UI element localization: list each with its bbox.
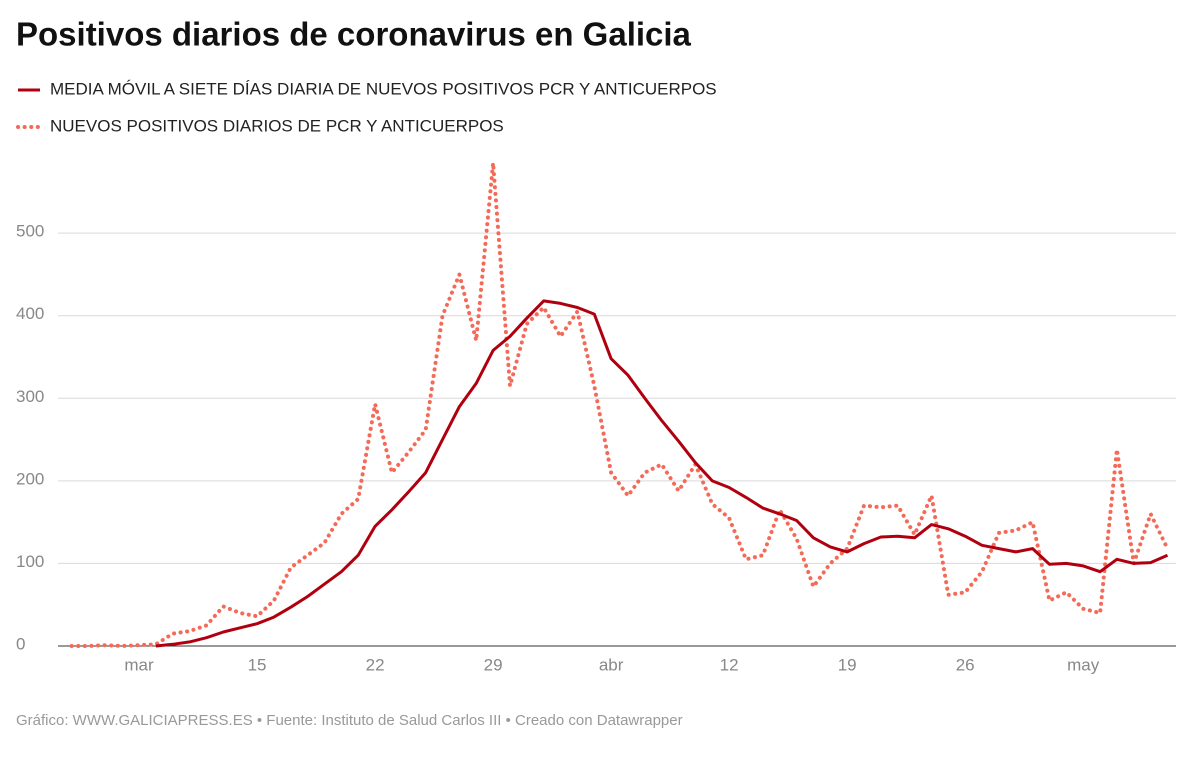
chart-title: Positivos diarios de coronavirus en Gali… [16,16,692,53]
x-tick-label: 26 [956,655,975,674]
y-tick-label: 200 [16,469,44,488]
x-tick-label: 12 [720,655,739,674]
series-line [69,162,1170,649]
y-tick-label: 500 [16,222,44,241]
x-tick-label: may [1067,655,1100,674]
series-line [155,299,1169,648]
y-tick-label: 400 [16,304,44,323]
x-tick-label: 29 [484,655,503,674]
legend-label: MEDIA MÓVIL A SIETE DÍAS DIARIA DE NUEVO… [50,79,717,98]
x-tick-label: abr [599,655,624,674]
x-tick-label: 15 [248,655,267,674]
x-tick-label: mar [124,655,154,674]
y-tick-label: 100 [16,552,44,571]
y-tick-label: 300 [16,387,44,406]
x-tick-label: 19 [838,655,857,674]
x-tick-label: 22 [366,655,385,674]
legend-label: NUEVOS POSITIVOS DIARIOS DE PCR Y ANTICU… [50,116,504,135]
footer: Gráfico: WWW.GALICIAPRESS.ES • Fuente: I… [16,712,683,729]
y-tick-label: 0 [16,634,25,653]
